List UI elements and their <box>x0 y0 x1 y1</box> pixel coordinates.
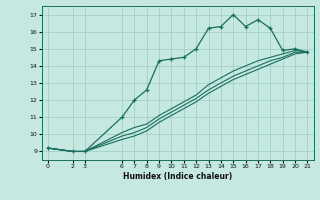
X-axis label: Humidex (Indice chaleur): Humidex (Indice chaleur) <box>123 172 232 181</box>
